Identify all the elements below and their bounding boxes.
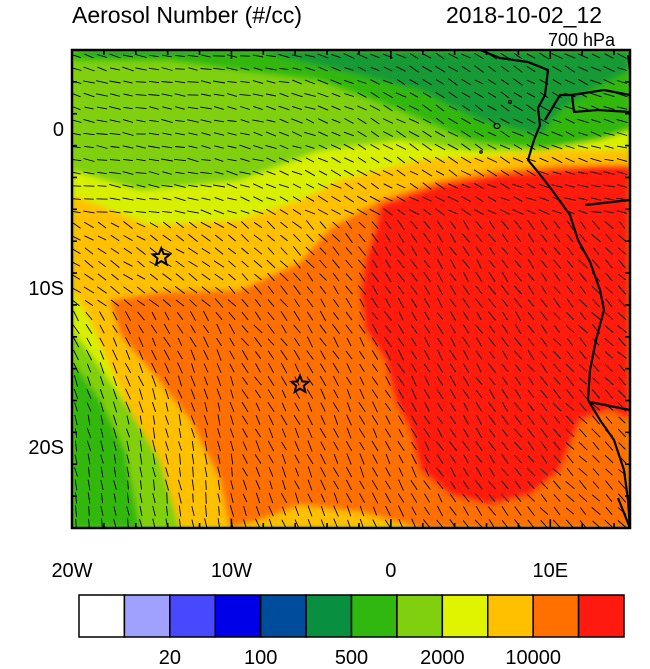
colorbar-swatch — [442, 595, 487, 637]
colorbar-label: 2000 — [420, 647, 465, 669]
y-tick-label: 0 — [53, 119, 64, 141]
wind-barb — [89, 506, 90, 516]
colorbar-label: 20 — [159, 647, 181, 669]
colorbar-swatch — [261, 595, 306, 637]
x-tick-label: 10W — [211, 560, 252, 582]
colorbar-swatch — [397, 595, 442, 637]
wind-barb — [167, 492, 168, 503]
aerosol-field — [71, 50, 631, 530]
colorbar-swatch — [579, 595, 624, 637]
colorbar-swatch — [79, 595, 124, 637]
colorbar — [79, 595, 624, 637]
colorbar-swatch — [215, 595, 260, 637]
colorbar-label: 500 — [335, 647, 368, 669]
wind-barb — [187, 82, 198, 83]
wind-barb — [193, 494, 194, 503]
colorbar-swatch — [533, 595, 578, 637]
colorbar-swatch — [306, 595, 351, 637]
wind-barb — [136, 82, 147, 83]
y-tick-label: 10S — [28, 278, 64, 300]
colorbar-swatch — [170, 595, 215, 637]
wind-barb — [98, 186, 107, 187]
x-tick-label: 0 — [385, 560, 396, 582]
wind-barb — [97, 160, 107, 161]
colorbar-swatch — [352, 595, 397, 637]
colorbar-swatch — [488, 595, 533, 637]
colorbar-label: 10000 — [505, 647, 561, 669]
x-tick-label: 20W — [51, 560, 92, 582]
y-tick-label: 20S — [28, 437, 64, 459]
colorbar-label: 100 — [244, 647, 277, 669]
wind-barb — [206, 480, 207, 490]
colorbar-swatch — [124, 595, 169, 637]
x-tick-label: 10E — [532, 560, 568, 582]
wind-barb — [206, 492, 207, 504]
wind-barb — [175, 69, 185, 70]
